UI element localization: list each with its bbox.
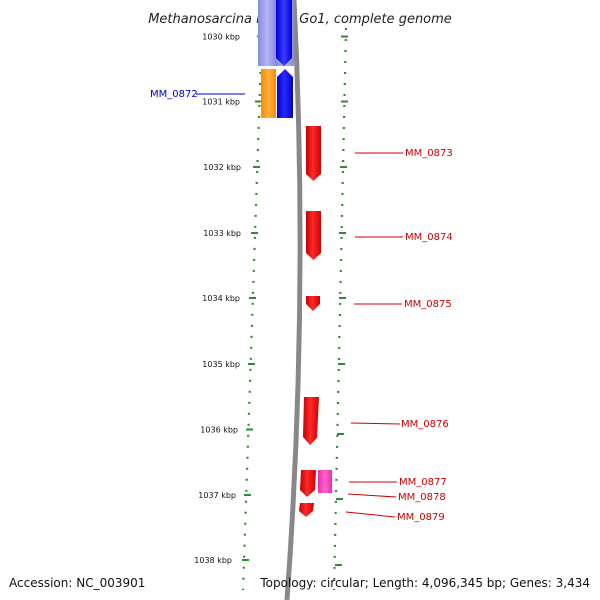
leader-line: [350, 422, 401, 425]
tick-labels: 1030 kbp 1031 kbp 1032 kbp 1033 kbp 1034…: [194, 33, 241, 566]
accession-text: Accession: NC_003901: [9, 576, 146, 590]
gene-features: [258, 0, 332, 517]
gene-feature-MM_0879[interactable]: [299, 503, 314, 517]
tick-label: 1037 kbp: [198, 491, 236, 500]
right-axis: [332, 27, 348, 591]
tick-label: 1032 kbp: [203, 163, 241, 172]
right-tick-marks: [335, 35, 348, 566]
gene-labels: MM_0872 MM_0873 MM_0874 MM_0875 MM_0876 …: [150, 89, 453, 523]
tick-label: 1038 kbp: [194, 556, 232, 565]
tick-label: 1030 kbp: [202, 33, 240, 42]
gene-label-MM_0873[interactable]: MM_0873: [405, 148, 453, 159]
tick-label: 1035 kbp: [202, 360, 240, 369]
tick-label: 1031 kbp: [202, 98, 240, 107]
tick-marks: [242, 35, 264, 561]
gene-feature-faded[interactable]: [258, 0, 276, 66]
leader-line: [345, 511, 396, 518]
gene-label-MM_0876[interactable]: MM_0876: [401, 419, 449, 430]
gene-label-MM_0874[interactable]: MM_0874: [405, 232, 453, 243]
gene-feature-MM_0872[interactable]: [261, 69, 276, 118]
gene-leaders: [196, 93, 403, 518]
gene-feature-MM_0875[interactable]: [306, 296, 320, 311]
tick-label: 1033 kbp: [203, 229, 241, 238]
tick-label: 1034 kbp: [202, 294, 240, 303]
tick-label: 1036 kbp: [200, 426, 238, 435]
gene-label-MM_0877[interactable]: MM_0877: [399, 477, 447, 488]
gene-feature-MM_0878[interactable]: [300, 470, 316, 497]
gene-label-MM_0875[interactable]: MM_0875: [404, 299, 452, 310]
left-axis: 1030 kbp 1031 kbp 1032 kbp 1033 kbp 1034…: [194, 27, 264, 591]
leader-line: [347, 493, 397, 498]
gene-label-MM_0879[interactable]: MM_0879: [397, 512, 445, 523]
gene-feature-MM_0873[interactable]: [306, 126, 321, 181]
genome-backbone: [284, 0, 303, 600]
gene-feature-minus[interactable]: [277, 69, 293, 118]
gene-feature-MM_0877[interactable]: [318, 470, 332, 493]
genome-title: Methanosarcina mazei Go1, complete genom…: [148, 12, 452, 27]
gene-feature-MM_0876[interactable]: [303, 397, 319, 445]
gene-label-MM_0878[interactable]: MM_0878: [398, 492, 446, 503]
gene-feature-minus[interactable]: [276, 0, 292, 66]
gene-feature-MM_0874[interactable]: [306, 211, 321, 260]
gene-label-MM_0872[interactable]: MM_0872: [150, 89, 198, 100]
genome-summary-text: Topology: circular; Length: 4,096,345 bp…: [260, 576, 590, 590]
